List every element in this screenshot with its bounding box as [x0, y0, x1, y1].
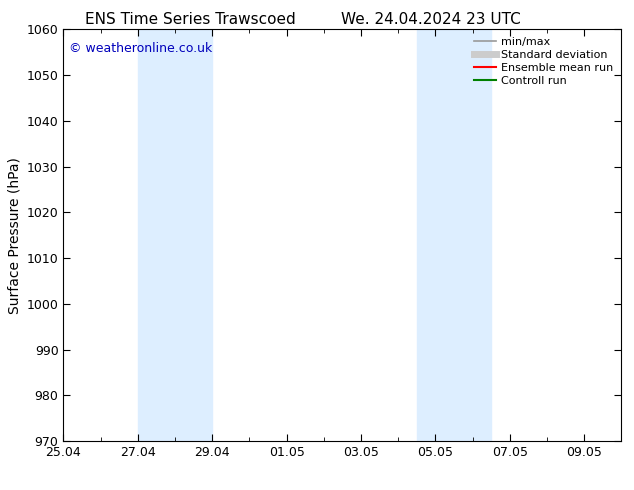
Y-axis label: Surface Pressure (hPa): Surface Pressure (hPa) — [7, 157, 21, 314]
Text: We. 24.04.2024 23 UTC: We. 24.04.2024 23 UTC — [341, 12, 521, 27]
Legend: min/max, Standard deviation, Ensemble mean run, Controll run: min/max, Standard deviation, Ensemble me… — [469, 33, 618, 90]
Bar — [417, 29, 491, 441]
Text: ENS Time Series Trawscoed: ENS Time Series Trawscoed — [85, 12, 295, 27]
Bar — [138, 29, 212, 441]
Text: © weatheronline.co.uk: © weatheronline.co.uk — [69, 42, 212, 55]
